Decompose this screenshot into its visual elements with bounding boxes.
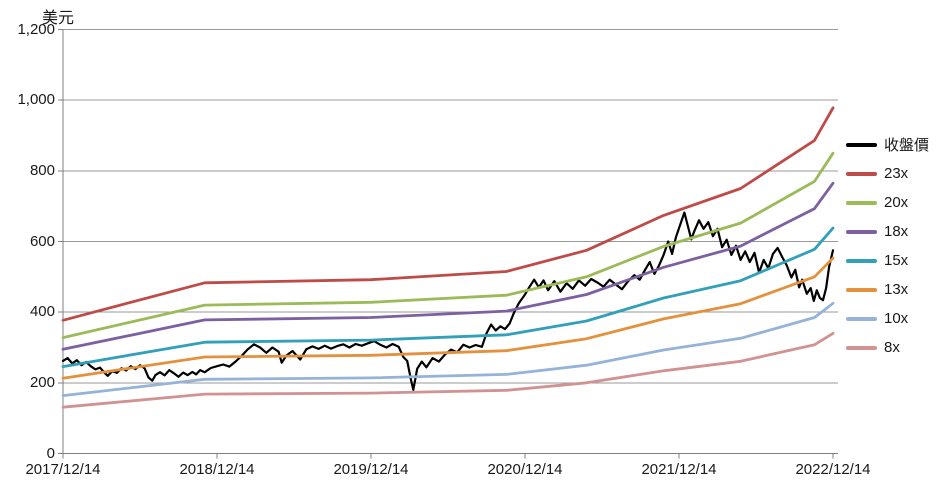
series-line-18x [61, 181, 835, 351]
legend-label: 8x [884, 339, 900, 356]
x-axis-tick-label: 2018/12/14 [179, 461, 255, 478]
legend-item: 20x [846, 188, 929, 217]
legend-item: 13x [846, 275, 929, 304]
legend-label: 18x [884, 223, 909, 240]
y-axis-tick-label: 600 [29, 232, 55, 250]
legend-item: 15x [846, 246, 929, 275]
legend-item: 8x [846, 333, 929, 362]
y-axis-tick-label: 1,000 [17, 91, 55, 109]
legend-line-swatch [846, 287, 877, 292]
legend-label: 15x [884, 252, 909, 269]
legend-label: 20x [884, 194, 909, 211]
legend: 收盤價 23x 20x 18x 15x 13x 10x 8x [846, 130, 929, 362]
y-axis-title: 美元 [42, 10, 75, 27]
legend-line-swatch [846, 200, 877, 205]
x-axis-tick-label: 2022/12/14 [795, 461, 871, 478]
legend-line-swatch [846, 258, 877, 263]
x-axis-tick-label: 2017/12/14 [25, 461, 101, 478]
y-axis-tick-label: 1,200 [17, 20, 55, 38]
series-line-15x [61, 226, 835, 369]
series-line-23x [61, 106, 835, 322]
legend-line-swatch [846, 316, 877, 321]
legend-item: 10x [846, 304, 929, 333]
x-axis-tick-label: 2019/12/14 [333, 461, 409, 478]
y-axis-tick-label: 400 [29, 303, 55, 321]
x-axis-tick-label: 2020/12/14 [487, 461, 563, 478]
legend-line-swatch [846, 171, 877, 176]
y-axis-tick-label: 0 [46, 444, 55, 462]
series-line-10x [61, 301, 835, 398]
series-line-20x [61, 151, 835, 340]
series-line-close-price [61, 211, 835, 391]
y-axis-tick-label: 200 [29, 373, 55, 391]
legend-label: 收盤價 [884, 137, 930, 154]
legend-label: 23x [884, 165, 909, 182]
y-axis-tick-label: 800 [29, 161, 55, 179]
legend-label: 13x [884, 281, 909, 298]
series-line-8x [61, 331, 835, 409]
legend-line-swatch [846, 345, 877, 350]
legend-item: 23x [846, 159, 929, 188]
series-line-13x [61, 256, 835, 380]
legend-label: 10x [884, 310, 909, 327]
legend-item: 收盤價 [846, 130, 929, 159]
x-axis-tick-label: 2021/12/14 [641, 461, 717, 478]
legend-line-swatch [846, 142, 877, 147]
legend-line-swatch [846, 229, 877, 234]
legend-item: 18x [846, 217, 929, 246]
